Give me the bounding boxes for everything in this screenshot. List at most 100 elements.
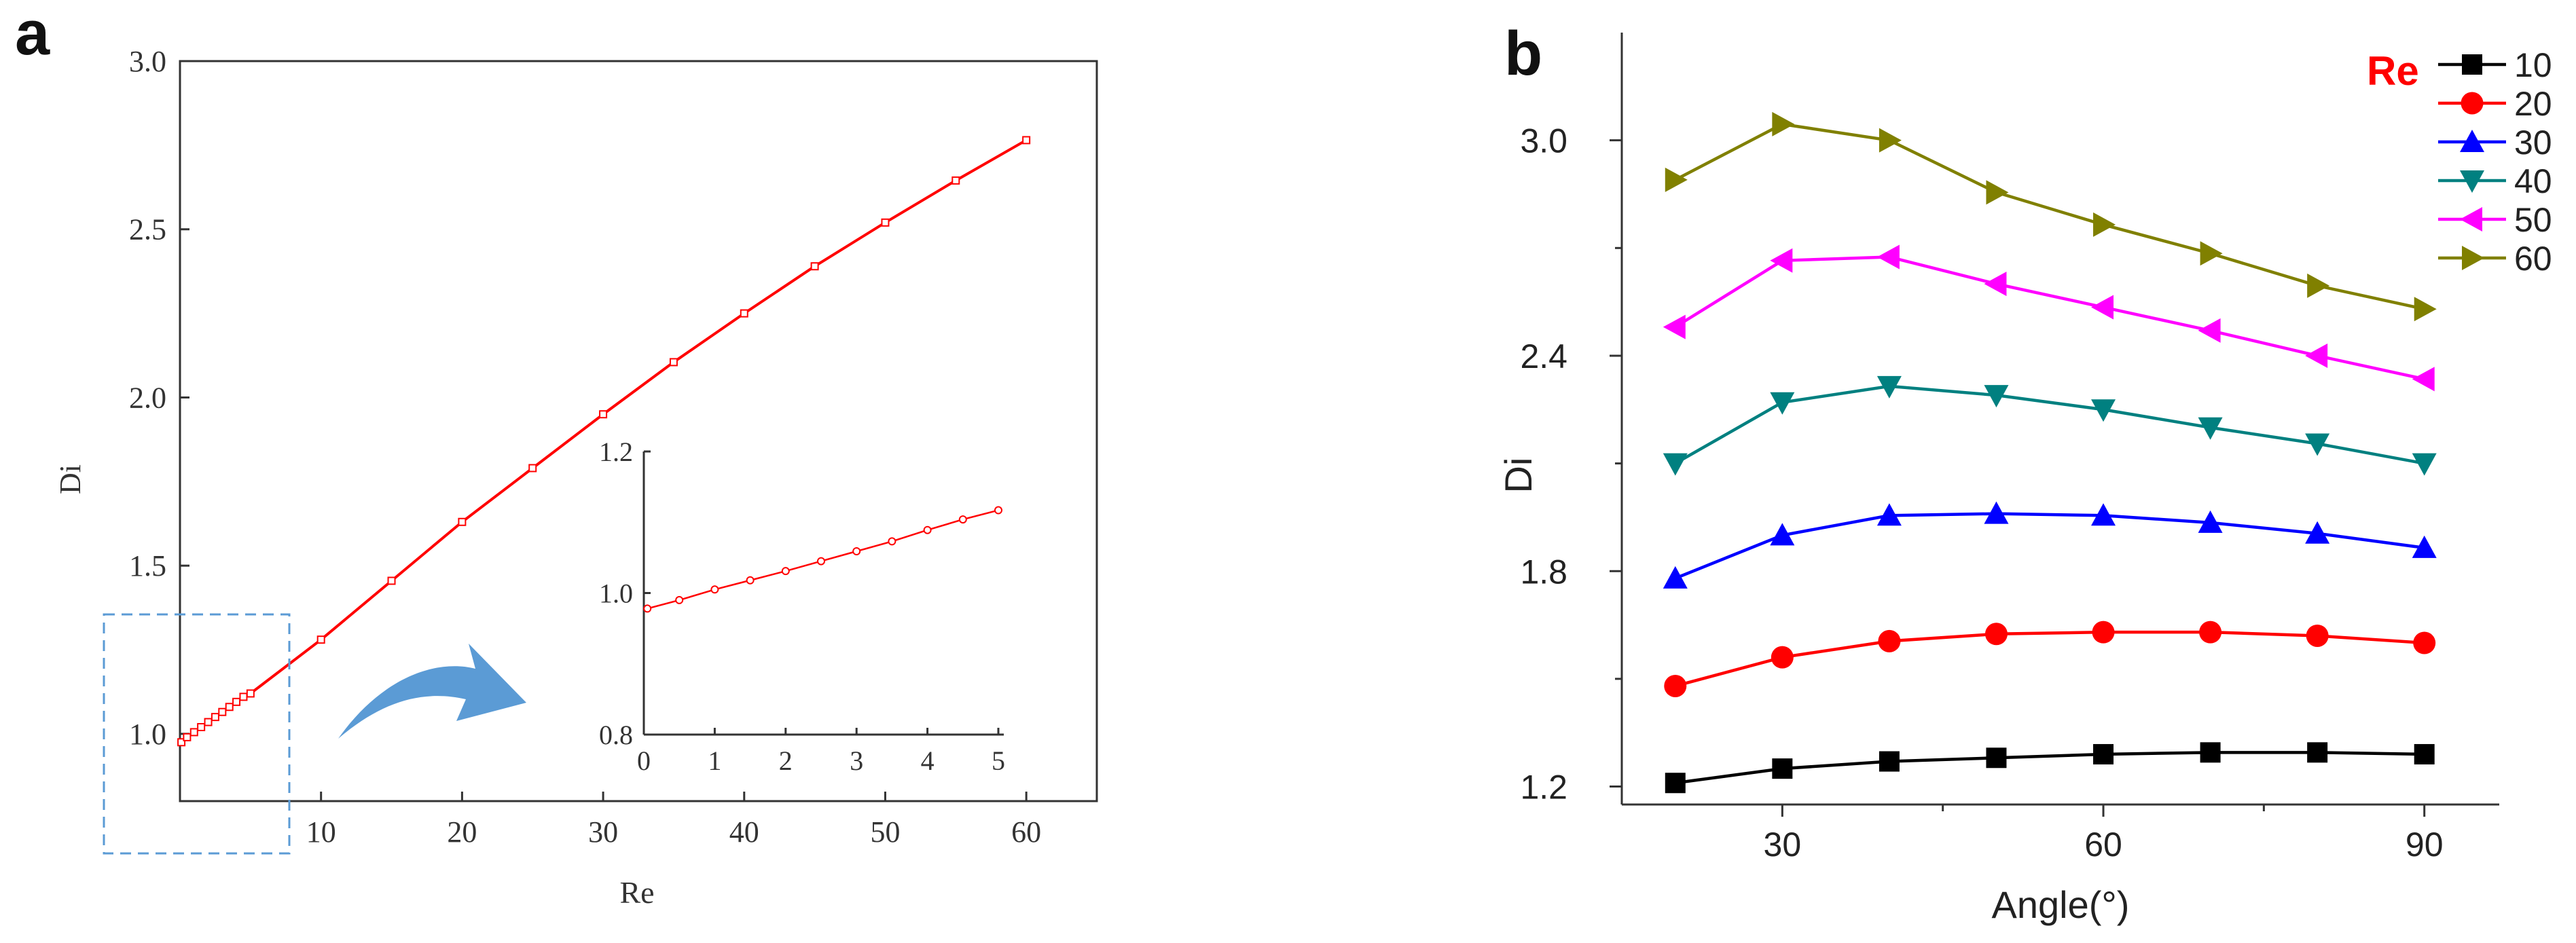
series-point <box>1876 375 1902 399</box>
inset-series <box>643 506 1002 613</box>
panel-a-main-series <box>177 136 1031 747</box>
y-tick-label: 3.0 <box>1520 122 1567 160</box>
legend-entry-label: 10 <box>2514 46 2552 84</box>
series-point <box>2093 743 2114 764</box>
main-series-point <box>189 728 198 737</box>
series-point <box>2093 212 2116 237</box>
main-series-point <box>669 358 678 367</box>
main-series-point <box>239 692 248 701</box>
main-series-point <box>177 738 186 747</box>
main-series-point <box>316 635 325 644</box>
series-point <box>1879 128 1902 153</box>
series-re-30 <box>1663 501 2437 589</box>
y-tick-label: 2.0 <box>129 381 166 414</box>
inset-series-point <box>781 567 790 576</box>
series-line <box>1674 255 2425 381</box>
inset-x-tick-label: 3 <box>850 745 863 776</box>
series-point <box>2305 343 2328 368</box>
panel-a-zoom-arrow-icon <box>338 644 526 739</box>
series-line <box>1675 630 2425 688</box>
main-series-point <box>204 718 213 726</box>
legend-swatch-marker <box>2462 246 2484 270</box>
legend-entry-label: 50 <box>2514 201 2552 239</box>
main-series-point <box>197 723 206 731</box>
inset-ticks: 0 1 2 3 4 5 0.8 1.0 1.2 <box>599 437 1005 776</box>
series-point <box>1984 385 2009 408</box>
main-series-point <box>881 218 890 227</box>
panel-a-plot-frame <box>179 60 1098 802</box>
series-point <box>2200 742 2221 763</box>
inset-x-tick-label: 2 <box>779 745 793 776</box>
series-point <box>2198 417 2223 440</box>
series-point <box>1770 248 1793 273</box>
legend-swatch-marker <box>2460 170 2484 193</box>
series-re-50 <box>1663 244 2435 392</box>
y-tick-label: 1.5 <box>129 549 166 583</box>
legend-swatch-marker <box>2460 207 2482 232</box>
panel-a-axes: 10 20 30 40 50 601.01.52.02.53.0 <box>129 45 1041 849</box>
series-point <box>1772 758 1793 779</box>
inset-series-point <box>888 537 896 546</box>
series-point <box>2414 743 2435 764</box>
series-point <box>1772 111 1795 136</box>
panel-b: b 30 60 90 1.2 1.8 2.4 3.0 Di Angle(°) Re 1020… <box>1497 19 2552 926</box>
inset-series-point <box>710 585 719 594</box>
series-line <box>1674 384 2425 465</box>
series-point <box>2091 399 2116 422</box>
panel-a: a 10 20 30 40 50 60 1.0 1.5 2.0 2.5 3.0 Di Re 0 1 2 3… <box>15 0 1098 910</box>
main-series-point <box>740 309 748 318</box>
inset-x-tick-label: 4 <box>921 745 935 776</box>
series-point <box>1771 646 1794 669</box>
y-tick-label: 1.0 <box>129 718 166 751</box>
panel-b-series <box>1663 111 2437 794</box>
y-tick-label: 1.2 <box>1520 769 1567 807</box>
series-point <box>2305 433 2330 456</box>
legend-swatch-marker <box>2460 130 2484 152</box>
series-point <box>2200 241 2223 266</box>
series-point <box>1876 503 1902 526</box>
x-tick-label: 40 <box>729 815 759 849</box>
inset-series-point <box>817 557 825 566</box>
series-point <box>1984 272 2007 297</box>
series-point <box>2412 367 2435 392</box>
series-point <box>2199 621 2222 644</box>
series-point <box>1770 523 1795 546</box>
series-point <box>2412 535 2437 558</box>
main-series-point <box>810 262 819 271</box>
series-point <box>2413 631 2436 654</box>
series-point <box>2198 510 2223 533</box>
main-series-point <box>232 697 241 706</box>
panel-a-inset: 0 1 2 3 4 5 0.8 1.0 1.2 <box>599 437 1005 776</box>
panel-a-y-axis-label: Di <box>54 464 87 494</box>
series-point <box>1665 167 1688 192</box>
panel-b-x-axis-label: Angle(°) <box>1992 883 2130 926</box>
series-re-20 <box>1664 621 2436 697</box>
x-tick-label: 20 <box>447 815 477 849</box>
main-series-point <box>528 464 537 473</box>
series-point <box>1770 392 1795 415</box>
inset-y-tick-label: 1.2 <box>599 437 633 467</box>
legend-entry-label: 40 <box>2514 162 2552 200</box>
series-point <box>1879 751 1900 772</box>
series-point <box>1664 674 1687 697</box>
x-tick-label: 60 <box>1011 815 1041 849</box>
series-point <box>1986 180 2009 205</box>
series-line <box>1674 122 2425 311</box>
main-series-point <box>1022 136 1031 145</box>
main-series-point <box>211 713 219 722</box>
panel-b-y-axis-label: Di <box>1497 458 1540 494</box>
inset-series-point <box>923 525 932 534</box>
legend-entry-label: 20 <box>2514 85 2552 123</box>
series-point <box>2091 503 2116 526</box>
series-point <box>2307 742 2328 763</box>
x-tick-label: 30 <box>588 815 618 849</box>
inset-y-tick-label: 0.8 <box>599 720 633 750</box>
main-series-point <box>951 176 960 185</box>
inset-x-tick-label: 0 <box>637 745 651 776</box>
legend-title: Re <box>2367 48 2419 94</box>
main-series-point <box>183 733 192 741</box>
main-series-point <box>599 410 608 419</box>
legend-entry-label: 30 <box>2514 124 2552 162</box>
